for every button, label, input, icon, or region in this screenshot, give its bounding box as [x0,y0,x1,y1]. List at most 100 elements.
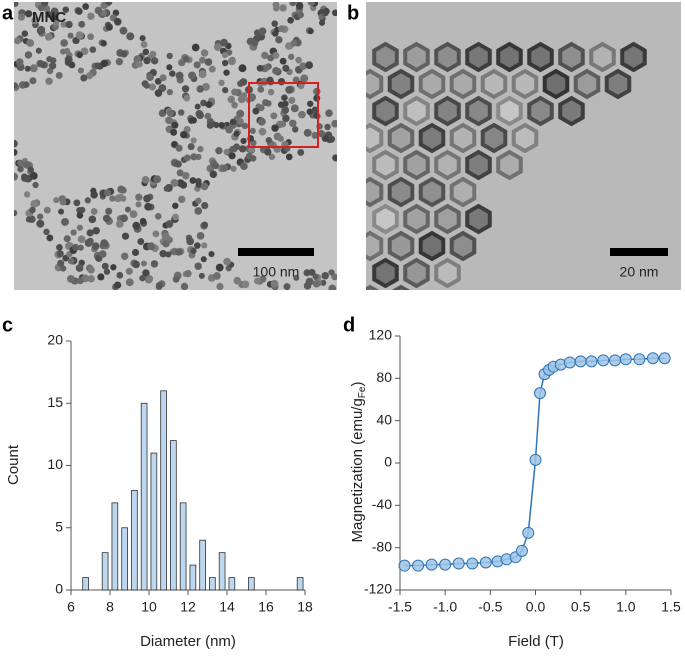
particle [201,221,209,229]
particle [332,9,337,17]
particle [313,94,321,102]
particle [171,121,179,129]
particle [76,51,83,59]
particle [181,85,190,93]
particle [480,68,508,100]
particle [14,172,19,181]
particle [238,145,247,153]
panel-label: a [2,2,14,24]
particle [604,68,632,100]
particle [67,258,75,265]
data-point [633,353,646,366]
y-axis-label-sub: Fe [357,386,368,398]
particle [449,122,477,154]
particle [194,103,201,110]
particle [146,73,154,82]
particle [58,195,66,203]
particle [60,21,67,28]
particle [182,172,190,180]
particle [190,153,198,161]
particle [285,85,294,94]
particle [88,215,97,224]
particle [295,56,302,64]
data-point [658,352,671,365]
particle [241,122,249,130]
particle [37,4,45,12]
particle [292,126,299,133]
particle [154,89,163,97]
particle [189,177,197,184]
particle [527,95,554,127]
particle [289,119,297,128]
particle [332,154,337,162]
data-point [646,352,659,365]
x-tick-label: -0.5 [478,599,502,615]
particle [267,54,275,62]
y-axis-label: Magnetization (emu/gFe) [349,382,368,543]
particle [305,61,314,69]
particle [76,211,84,219]
bar [199,539,206,591]
particle [213,272,221,280]
particle [218,121,225,129]
particle [372,41,399,73]
particle [39,61,48,69]
particle [434,95,461,127]
particle [32,181,39,189]
particle [135,60,143,68]
particle [265,137,273,144]
particle [237,95,246,104]
panel-label: c [2,314,13,336]
particle [262,99,269,107]
particle [98,250,107,258]
particle [527,41,554,73]
particle [312,273,319,280]
particle [24,65,31,72]
particle [194,262,202,270]
particle [63,235,71,243]
particle [230,165,237,172]
particle [103,268,111,275]
particle [193,61,201,69]
particle [248,93,257,101]
particle [135,201,142,208]
particle [139,274,146,282]
particle [187,143,195,151]
particle [328,284,337,290]
particle [66,275,75,283]
particle [285,153,293,161]
particle [21,30,29,37]
particle [105,23,113,31]
particle [24,51,33,59]
x-tick-label: 6 [67,599,75,615]
particle [279,4,287,12]
particle [166,64,173,71]
particle [152,230,160,238]
particle [238,64,247,73]
particle [105,2,113,6]
particle [236,109,245,118]
particle [67,32,74,39]
particle [50,7,59,16]
y-tick-label: 40 [376,411,392,427]
y-tick-label: 0 [55,581,63,597]
particle [35,47,42,54]
particle [366,284,380,290]
particle [277,77,286,86]
particle [87,33,95,41]
x-tick-label: 1.0 [616,599,636,615]
particle [201,242,208,249]
particle [205,101,213,109]
particle [165,116,173,125]
y-tick-label: -40 [372,496,392,512]
particle [115,220,124,228]
particle [56,244,63,251]
particle [283,283,291,290]
particle [449,176,477,208]
particle [272,30,279,37]
particle [172,202,179,209]
particle [190,137,197,144]
particle [17,165,24,173]
particle [14,139,18,148]
particle [300,74,309,83]
